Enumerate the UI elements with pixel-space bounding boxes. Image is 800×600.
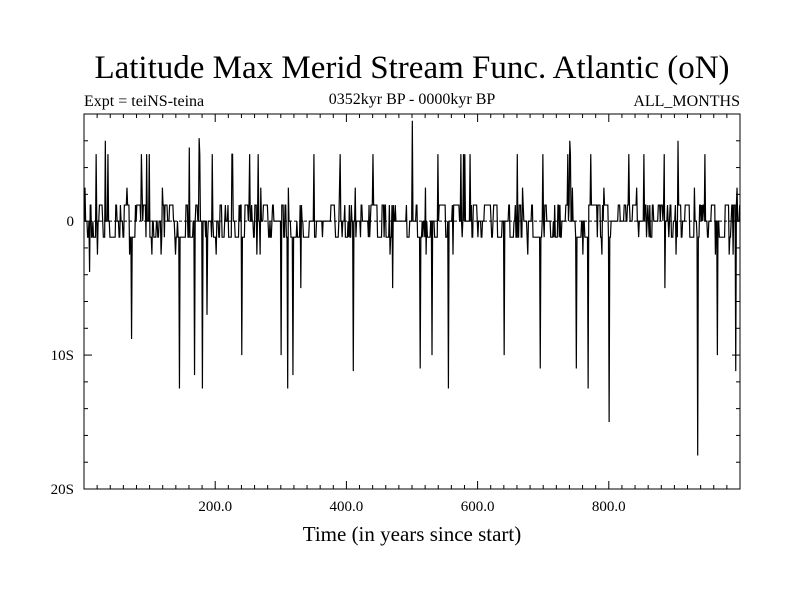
y-tick-label: 0 — [67, 214, 75, 230]
y-tick-label: 10S — [51, 348, 74, 364]
y-tick-label: 20S — [51, 482, 74, 498]
experiment-label: Expt = teiNS-teina — [84, 93, 204, 110]
x-tick-label: 800.0 — [592, 499, 626, 515]
x-axis-label: Time (in years since start) — [303, 522, 522, 546]
months-label: ALL_MONTHS — [633, 93, 740, 110]
x-tick-label: 200.0 — [198, 499, 232, 515]
x-tick-label: 600.0 — [461, 499, 495, 515]
x-tick-label: 400.0 — [330, 499, 364, 515]
chart-title: Latitude Max Merid Stream Func. Atlantic… — [94, 50, 729, 86]
series-line — [83, 120, 741, 456]
plot-area: 200.0 400.0 600.0 800.0 0 10S 20S — [51, 113, 741, 515]
time-range-label: 0352kyr BP - 0000kyr BP — [329, 91, 496, 108]
